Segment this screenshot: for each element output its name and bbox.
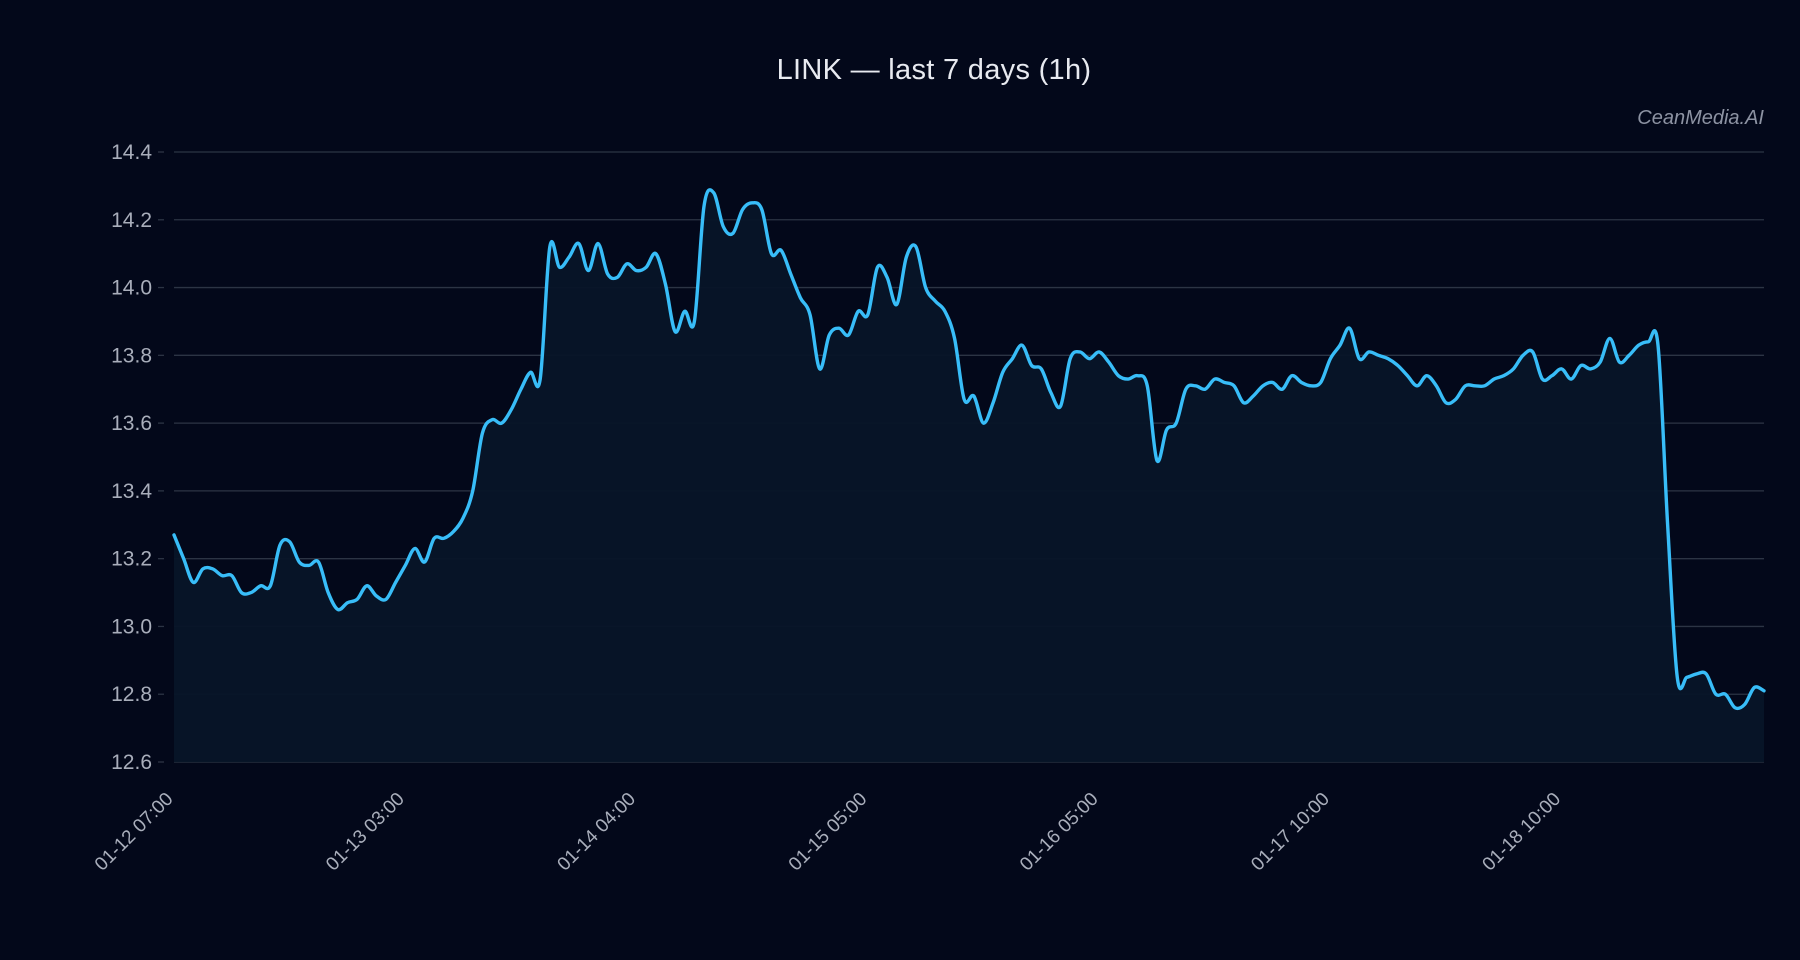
x-tick-label: 01-14 04:00 (554, 789, 641, 876)
x-tick-label: 01-15 05:00 (785, 789, 872, 876)
chart-title: LINK — last 7 days (1h) (776, 54, 1092, 86)
x-tick-label: 01-12 07:00 (91, 789, 178, 876)
y-tick-label: 12.6 (111, 751, 152, 774)
y-tick-label: 13.4 (111, 480, 152, 503)
y-tick-label: 13.2 (111, 548, 152, 571)
x-tick-label: 01-17 10:00 (1247, 789, 1334, 876)
y-tick-label: 14.4 (111, 141, 152, 164)
y-tick-label: 13.8 (111, 344, 152, 367)
price-area (174, 189, 1764, 762)
y-tick-label: 13.0 (111, 615, 152, 638)
y-axis: 12.6 12.8 13.0 13.2 13.4 13.6 13.8 14.0 14.2 14.4 (111, 141, 164, 774)
y-tick-label: 14.0 (111, 277, 152, 300)
area-fill (174, 189, 1764, 762)
x-tick-label: 01-13 03:00 (322, 789, 409, 876)
price-line-path (172, 188, 1766, 711)
x-tick-label: 01-18 10:00 (1479, 789, 1566, 876)
y-tick-label: 14.2 (111, 209, 152, 232)
x-tick-label: 01-16 05:00 (1016, 789, 1103, 876)
watermark: CeanMedia.AI (1637, 107, 1764, 129)
x-axis: 01-12 07:00 01-13 03:00 01-14 04:00 01-15 0… (91, 789, 1565, 876)
price-line (172, 188, 1766, 711)
y-tick-label: 12.8 (111, 683, 152, 706)
y-tick-label: 13.6 (111, 412, 152, 435)
